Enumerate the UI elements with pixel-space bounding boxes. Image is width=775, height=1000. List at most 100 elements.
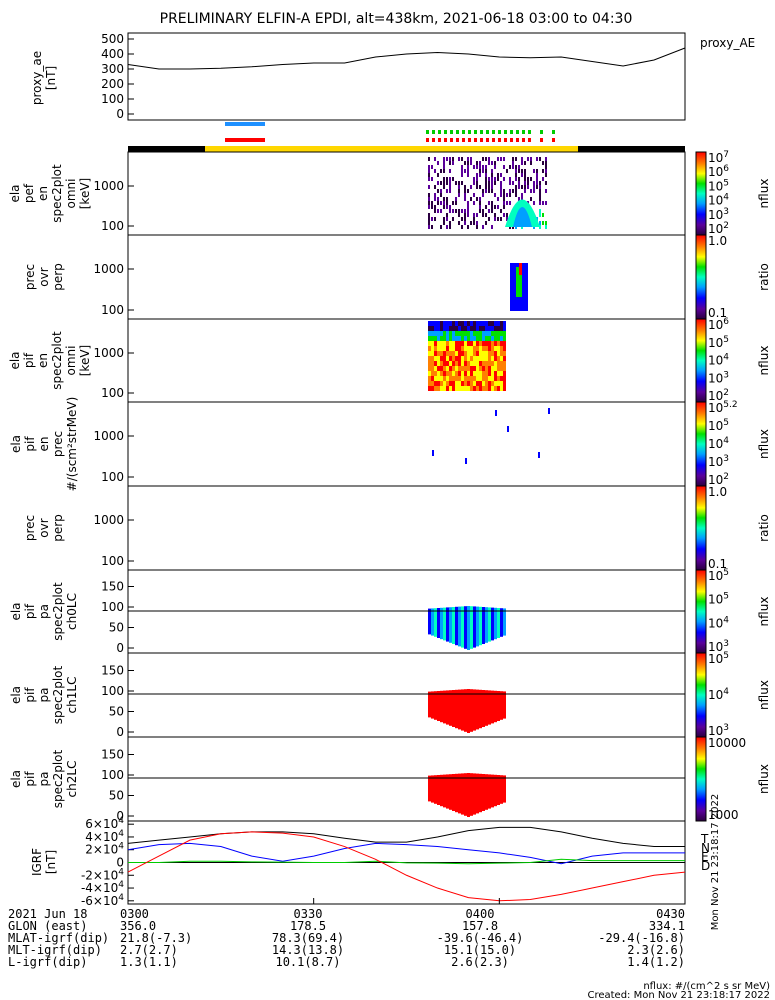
spectrogram-cell [521, 197, 523, 201]
spectrogram-cell [476, 346, 479, 351]
pa-cell [467, 773, 470, 817]
footer-value: 0400 [466, 907, 495, 921]
spectrogram-cell [446, 346, 449, 351]
colorbar-label: nflux [757, 680, 771, 710]
spectrogram-cell [443, 331, 446, 336]
spectrogram-cell [500, 185, 502, 189]
spectrogram-cell [464, 351, 467, 356]
spectrogram-cell [446, 205, 448, 209]
spectrogram-cell [434, 381, 437, 386]
spectrogram-cell [467, 366, 470, 371]
spectrogram-cell [470, 185, 472, 189]
spectrogram-cell [497, 361, 500, 366]
spectrogram-cell [428, 201, 430, 205]
spectrogram-cell [545, 225, 547, 229]
spectrogram-cell [440, 351, 443, 356]
spectrogram-cell [473, 371, 476, 376]
spectrogram-cell [542, 221, 544, 225]
spectrogram-cell [503, 189, 505, 193]
spectrogram-cell [488, 185, 490, 189]
spectrogram-cell [446, 386, 449, 391]
spectrogram-cell [491, 386, 494, 391]
spectrogram-cell [476, 213, 478, 217]
spectrogram-cell [485, 177, 487, 181]
spectrogram-cell [461, 181, 463, 185]
spectrogram-cell [428, 341, 431, 346]
spectrogram-cell [452, 341, 455, 346]
pa-cell [455, 606, 458, 646]
spectrogram-cell [482, 371, 485, 376]
spectrogram-cell [467, 361, 470, 366]
spectrogram-cell [524, 161, 526, 165]
footer-value: -39.6(-46.4) [437, 931, 524, 945]
spectrogram-cell [479, 321, 482, 326]
spectrogram-cell [434, 185, 436, 189]
spectrogram-cell [479, 366, 482, 371]
spectrogram-cell [446, 336, 449, 341]
spectrogram-cell [467, 336, 470, 341]
pa-cell [503, 691, 506, 719]
spectrogram-cell [497, 157, 499, 161]
spectrogram-cell [446, 213, 448, 217]
spectrogram-cell [434, 341, 437, 346]
spectrogram-cell [437, 161, 439, 165]
spectrogram-cell [485, 356, 488, 361]
spectrogram-cell [440, 326, 443, 331]
spectrogram-cell [443, 201, 445, 205]
y-axis-label: spec2plot [51, 582, 65, 641]
pa-cell [467, 689, 470, 733]
spectrogram-cell [443, 185, 445, 189]
spectrogram-cell [470, 366, 473, 371]
spectrogram-cell [431, 165, 433, 169]
spectrogram-cell [497, 356, 500, 361]
spectrogram-cell [506, 217, 508, 221]
red-tick [438, 138, 441, 142]
y-tick-label: 0 [116, 725, 124, 739]
spectrogram-cell [470, 356, 473, 361]
spectrogram-cell [545, 181, 547, 185]
pa-cell [497, 608, 500, 638]
spectrogram-cell [434, 209, 436, 213]
spectrogram-cell [500, 361, 503, 366]
pa-cell [500, 775, 503, 804]
red-tick [474, 138, 477, 142]
spectrogram-cell [548, 408, 550, 414]
spectrogram-cell [464, 371, 467, 376]
y-tick-label: 50 [109, 621, 124, 635]
spectrogram-cell [479, 336, 482, 341]
spectrogram-cell [473, 177, 475, 181]
y-tick-label: 0 [116, 107, 124, 121]
spectrogram-cell [494, 193, 496, 197]
spectrogram-cell [509, 189, 511, 193]
y-axis-label: spec2plot [50, 164, 64, 223]
spectrogram-cell [503, 341, 506, 346]
spectrogram-cell [482, 341, 485, 346]
spectrogram-cell [467, 371, 470, 376]
spectrogram-cell [473, 331, 476, 336]
spectrogram-cell [458, 366, 461, 371]
spectrogram-cell [515, 157, 517, 161]
colorbar-tick-label: 105 [708, 335, 729, 350]
y-axis-label: omni [64, 179, 78, 209]
spectrogram-cell [440, 376, 443, 381]
spectrogram-cell [443, 221, 445, 225]
y-axis-label: [nT] [44, 850, 58, 874]
spectrogram-cell [533, 189, 535, 193]
spectrogram-cell [470, 197, 472, 201]
footer-value: 157.8 [462, 919, 498, 933]
spectrogram-cell [503, 326, 506, 331]
spectrogram-cell [503, 371, 506, 376]
spectrogram-cell [488, 341, 491, 346]
y-axis-label: pef [22, 183, 36, 203]
pa-cell [485, 774, 488, 810]
pa-cell [434, 775, 437, 804]
pa-cell [488, 690, 491, 725]
spectrogram-cell [464, 213, 466, 217]
spectrogram-cell [464, 209, 466, 213]
spectrogram-cell [503, 381, 506, 386]
panel-frame [127, 485, 686, 571]
colorbar [695, 234, 707, 320]
spectrogram-cell [455, 331, 458, 336]
spectrogram-cell [449, 205, 451, 209]
